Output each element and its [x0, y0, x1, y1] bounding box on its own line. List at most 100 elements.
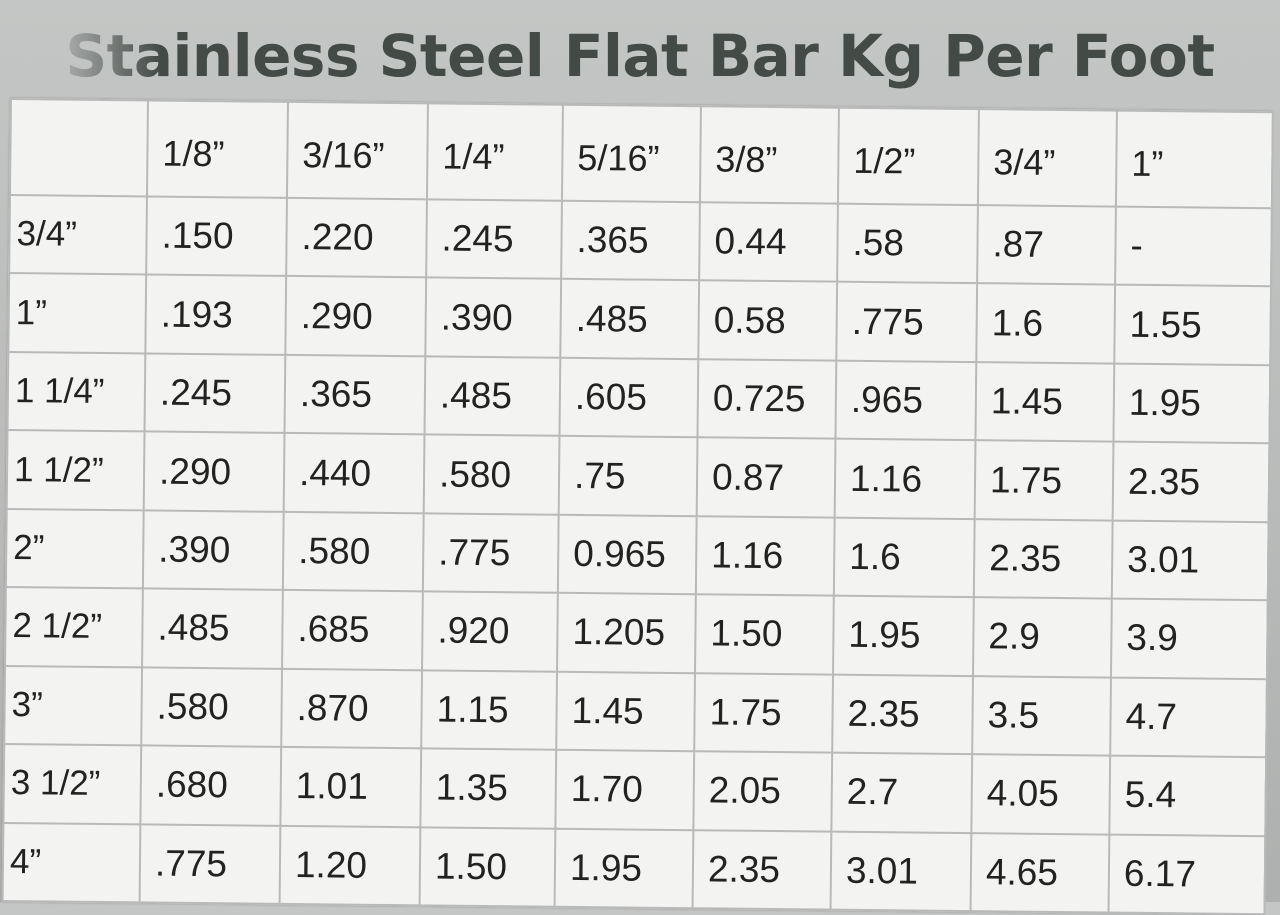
weight-table: 1/8” 3/16” 1/4” 5/16” 3/8” 1/2” 3/4” 1” …: [2, 98, 1274, 915]
table-row: 1” .193 .290 .390 .485 0.58 .775 1.6 1.5…: [8, 273, 1272, 366]
column-header: 1/4”: [426, 103, 563, 201]
table-row: 1 1/4” .245 .365 .485 .605 0.725 .965 1.…: [7, 351, 1271, 444]
table-cell: .365: [561, 200, 700, 281]
corner-cell: [9, 99, 148, 197]
table-cell: 1.6: [976, 283, 1116, 364]
table-row: 3” .580 .870 1.15 1.45 1.75 2.35 3.5 4.7: [4, 665, 1267, 758]
table-cell: 1.75: [974, 440, 1114, 521]
table-cell: .485: [142, 588, 283, 669]
table-cell: .440: [283, 433, 425, 514]
table-cell: .390: [425, 277, 562, 358]
table-cell: .485: [424, 356, 561, 437]
table-cell: 2.05: [693, 751, 833, 832]
table-row: 4” .775 1.20 1.50 1.95 2.35 3.01 4.65 6.…: [2, 822, 1266, 915]
table-cell: .580: [423, 434, 560, 515]
table-cell: .75: [558, 436, 698, 516]
table-cell: 3.01: [1111, 520, 1269, 601]
table-row: 2” .390 .580 .775 0.965 1.16 1.6 2.35 3.…: [5, 508, 1269, 601]
table-cell: .193: [145, 274, 287, 355]
table-cell: .685: [282, 590, 423, 670]
table-cell: .775: [422, 513, 559, 593]
table-cell: .580: [141, 667, 283, 747]
table-cell: .680: [140, 745, 282, 826]
row-header: 4”: [2, 822, 141, 903]
table-cell: 2.35: [832, 674, 974, 755]
table-cell: .290: [285, 276, 427, 357]
row-header: 2”: [5, 508, 144, 589]
table-cell: 1.45: [556, 671, 696, 752]
table-cell: 1.45: [975, 362, 1115, 442]
table-cell: 2.9: [973, 597, 1112, 678]
table-cell: .245: [144, 353, 286, 434]
table-cell: .290: [143, 431, 285, 512]
row-header: 2 1/2”: [5, 587, 143, 668]
row-header: 3 1/2”: [3, 744, 142, 824]
table-cell: .58: [837, 203, 978, 284]
row-header: 3”: [4, 665, 143, 746]
table-row: 3/4” .150 .220 .245 .365 0.44 .58 .87 -: [9, 195, 1272, 287]
table-cell: 6.17: [1108, 834, 1266, 915]
weight-table-sheet: 1/8” 3/16” 1/4” 5/16” 3/8” 1/2” 3/4” 1” …: [1, 98, 1274, 915]
table-row: 1 1/2” .290 .440 .580 .75 0.87 1.16 1.75…: [6, 430, 1270, 522]
table-cell: 1.95: [1113, 363, 1271, 444]
table-cell: 0.87: [696, 437, 836, 518]
table-cell: 4.65: [970, 832, 1110, 913]
column-header: 3/16”: [286, 101, 428, 200]
table-cell: .775: [139, 823, 281, 904]
table-cell: .150: [146, 196, 287, 277]
table-cell: -: [1115, 206, 1272, 287]
table-cell: 1.205: [557, 592, 696, 673]
table-cell: 1.75: [694, 672, 834, 753]
table-cell: 4.7: [1110, 677, 1267, 758]
table-cell: 1.95: [833, 595, 974, 676]
row-header: 1 1/2”: [6, 430, 145, 511]
table-cell: 0.965: [557, 514, 697, 595]
table-cell: 0.44: [699, 202, 838, 283]
row-header: 3/4”: [9, 195, 147, 275]
table-cell: .245: [426, 199, 562, 280]
table-cell: 1.50: [419, 826, 556, 907]
table-cell: 1.15: [421, 669, 558, 750]
table-cell: 1.55: [1114, 285, 1272, 366]
table-cell: 1.70: [555, 749, 695, 830]
column-header: 3/4”: [977, 109, 1117, 207]
column-header: 1/8”: [146, 100, 288, 198]
table-cell: .390: [142, 510, 284, 591]
header-row: 1/8” 3/16” 1/4” 5/16” 3/8” 1/2” 3/4” 1”: [9, 99, 1273, 209]
table-cell: .580: [282, 511, 424, 592]
table-cell: .605: [559, 357, 699, 438]
table-cell: 1.20: [279, 825, 421, 906]
table-cell: .920: [422, 591, 558, 672]
table-cell: .485: [560, 279, 700, 360]
table-cell: 1.95: [554, 828, 694, 909]
table-cell: .87: [977, 205, 1116, 286]
table-cell: 1.16: [695, 515, 835, 596]
table-cell: 1.6: [833, 517, 975, 598]
page-title: Stainless Steel Flat Bar Kg Per Foot: [65, 22, 1215, 90]
table-cell: 1.01: [280, 746, 422, 827]
table-row: 3 1/2” .680 1.01 1.35 1.70 2.05 2.7 4.05…: [3, 744, 1267, 836]
table-cell: 2.35: [1112, 441, 1270, 522]
table-cell: 3.01: [830, 831, 972, 912]
table-cell: 1.16: [834, 438, 976, 519]
column-header: 1/2”: [837, 107, 979, 206]
column-header: 1”: [1115, 110, 1273, 209]
table-cell: 5.4: [1109, 755, 1267, 836]
table-cell: 0.58: [698, 280, 838, 361]
table-row: 2 1/2” .485 .685 .920 1.205 1.50 1.95 2.…: [5, 587, 1268, 679]
table-cell: 1.35: [420, 748, 557, 829]
table-cell: .965: [835, 360, 977, 441]
column-header: 5/16”: [561, 104, 701, 203]
row-header: 1”: [8, 273, 147, 354]
table-cell: 3.9: [1110, 598, 1268, 679]
table-cell: 2.35: [973, 518, 1113, 599]
table-cell: 3.5: [972, 675, 1111, 756]
table-cell: 1.50: [695, 594, 834, 675]
table-cell: .870: [281, 668, 423, 749]
row-header: 1 1/4”: [7, 351, 146, 432]
column-header: 3/8”: [699, 106, 839, 204]
table-cell: 2.35: [692, 829, 832, 910]
table-cell: .365: [284, 354, 426, 435]
table-cell: .220: [286, 197, 427, 278]
table-cell: 4.05: [971, 754, 1111, 835]
